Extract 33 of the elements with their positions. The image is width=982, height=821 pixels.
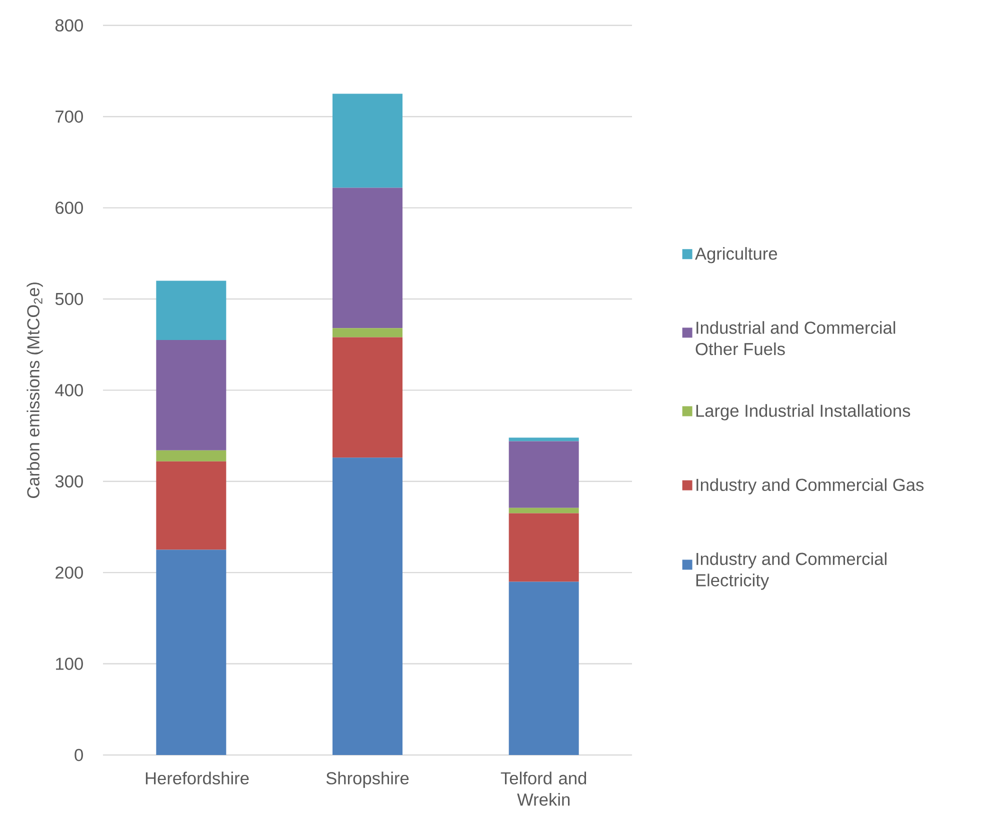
y-tick-label: 0 (74, 748, 83, 762)
legend-label: Large Industrial Installations (696, 404, 910, 420)
bar (156, 461, 226, 550)
y-tick-label: 500 (55, 292, 83, 306)
y-tick-label: 400 (55, 384, 83, 396)
legend-label: Agriculture (695, 247, 778, 264)
x-tick-label: Herefordshire (146, 772, 249, 784)
bar (508, 508, 579, 514)
bar (332, 328, 403, 338)
bar (508, 438, 579, 442)
bar (156, 340, 226, 450)
y-tick-label: 200 (56, 566, 83, 579)
legend-label: Industry and Commercial Gas (696, 478, 924, 494)
x-tick-label: Telford and Wrekin (500, 772, 586, 806)
y-axis-title: Carbon emissions (MtCO$_{2}$e) (26, 282, 43, 498)
y-tick-label: 700 (56, 110, 83, 123)
x-tick-label: Shropshire (326, 772, 409, 788)
y-tick-label: 800 (55, 19, 83, 32)
bar (332, 188, 403, 328)
y-tick-label: 100 (56, 658, 83, 670)
bar (332, 458, 403, 755)
bar (508, 582, 579, 755)
y-tick-label: 600 (56, 202, 83, 214)
bar (508, 441, 579, 508)
bar (156, 450, 226, 462)
bar (508, 513, 579, 582)
bar (156, 280, 226, 340)
bar (156, 550, 226, 755)
bar (332, 337, 403, 458)
y-tick-label: 300 (55, 475, 83, 488)
bar (332, 94, 403, 188)
legend-label: Industry and Commercial Electricity (696, 552, 886, 590)
legend-label: Industrial and Commercial Other Fuels (696, 321, 896, 356)
